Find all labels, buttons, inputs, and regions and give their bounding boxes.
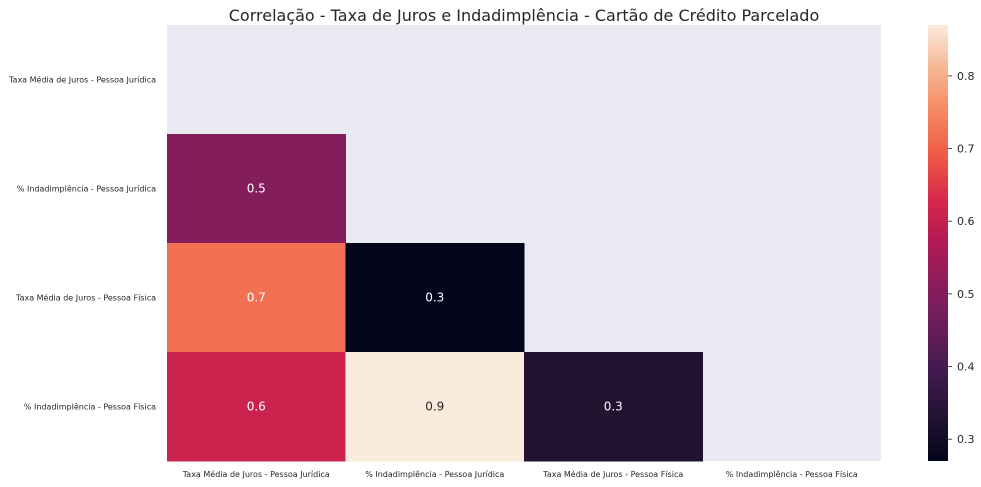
row-label: % Indadimplência - Pessoa Jurídica — [17, 184, 156, 194]
colorbar-tick-label: 0.8 — [957, 70, 975, 83]
row-labels: Taxa Média de Juros - Pessoa Jurídica % I… — [8, 75, 156, 412]
cell-value-label: 0.5 — [247, 182, 266, 196]
heatmap-cells: 0.5 0.7 0.3 0.6 0.9 0.3 — [167, 134, 703, 462]
row-label: % Indadimplência - Pessoa Física — [24, 402, 156, 412]
column-label: % Indadimplência - Pessoa Jurídica — [365, 469, 504, 479]
heatmap-cell — [345, 352, 525, 462]
cell-value-label: 0.7 — [247, 291, 266, 305]
row-label: Taxa Média de Juros - Pessoa Jurídica — [8, 75, 156, 85]
heatmap-cell — [345, 243, 525, 353]
cell-value-label: 0.3 — [425, 291, 444, 305]
colorbar-tick-label: 0.7 — [957, 143, 975, 156]
cell-value-label: 0.6 — [247, 400, 266, 414]
heatmap-cell — [524, 352, 703, 462]
cell-value-label: 0.9 — [425, 400, 444, 414]
colorbar-gradient — [928, 25, 948, 461]
chart-title: Correlação - Taxa de Juros e Indadimplên… — [229, 6, 819, 25]
column-label: Taxa Média de Juros - Pessoa Jurídica — [182, 469, 330, 479]
column-label: Taxa Média de Juros - Pessoa Física — [542, 469, 683, 479]
heatmap-cell — [167, 243, 346, 353]
heatmap-cell — [167, 134, 346, 244]
colorbar — [928, 25, 948, 461]
colorbar-tick-label: 0.3 — [957, 433, 975, 446]
column-label: % Indadimplência - Pessoa Física — [726, 469, 858, 479]
row-label: Taxa Média de Juros - Pessoa Física — [15, 293, 156, 303]
column-labels: Taxa Média de Juros - Pessoa Jurídica % I… — [182, 469, 858, 479]
heatmap-cell — [167, 352, 346, 462]
colorbar-ticks: 0.3 0.4 0.5 0.6 0.7 0.8 — [948, 70, 975, 446]
colorbar-tick-label: 0.6 — [957, 215, 975, 228]
colorbar-tick-label: 0.4 — [957, 361, 975, 374]
colorbar-tick-label: 0.5 — [957, 288, 975, 301]
cell-value-label: 0.3 — [604, 400, 623, 414]
